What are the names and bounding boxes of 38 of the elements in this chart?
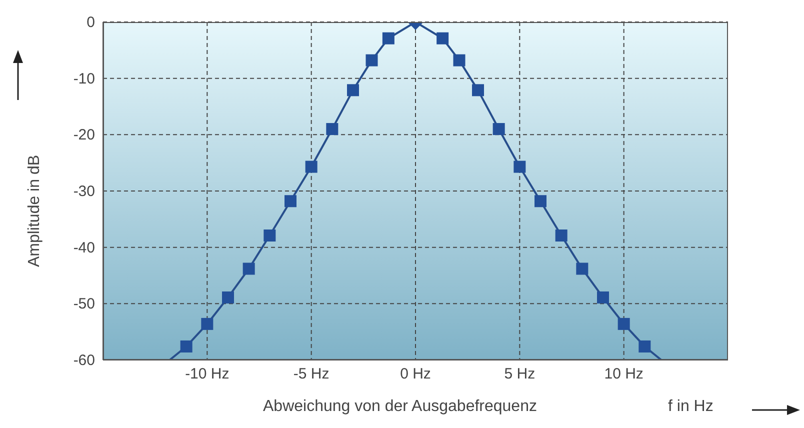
point — [436, 32, 449, 44]
point — [555, 230, 568, 242]
point — [534, 195, 546, 208]
y-tick-label: 0 — [86, 14, 95, 31]
point — [618, 318, 630, 330]
point — [453, 54, 466, 66]
x-tick-label: 10 Hz — [604, 366, 644, 383]
x-tick-label: -5 Hz — [293, 366, 330, 383]
text: f in Hz — [668, 398, 714, 416]
point — [326, 123, 338, 136]
y-tick-label: -30 — [73, 183, 95, 200]
x-tick-label: -10 Hz — [185, 366, 230, 383]
point — [638, 340, 651, 352]
point — [514, 160, 526, 173]
point — [576, 262, 588, 275]
y-tick-label: -20 — [73, 126, 95, 144]
y-tick-label: -50 — [73, 296, 95, 313]
point — [305, 160, 318, 173]
point — [242, 262, 255, 275]
y-tick-label: -60 — [73, 352, 95, 369]
point — [382, 32, 394, 44]
line-series — [168, 22, 662, 360]
point — [347, 84, 359, 96]
x-tick-label: 0 Hz — [400, 366, 431, 383]
x-tick-label: 5 Hz — [504, 366, 536, 383]
point — [201, 318, 214, 330]
point — [366, 54, 378, 66]
point — [597, 291, 609, 304]
point — [264, 230, 276, 242]
point — [492, 123, 505, 136]
point — [222, 291, 234, 304]
y-tick-label: -40 — [73, 239, 95, 256]
point — [284, 195, 296, 208]
point — [180, 340, 192, 352]
point — [472, 84, 484, 96]
y-tick-label: -10 — [73, 70, 95, 88]
x-axis-title: Abweichung von der Ausgabefrequenz — [262, 398, 538, 416]
y-axis-title: Amplitude in dB — [26, 154, 44, 268]
